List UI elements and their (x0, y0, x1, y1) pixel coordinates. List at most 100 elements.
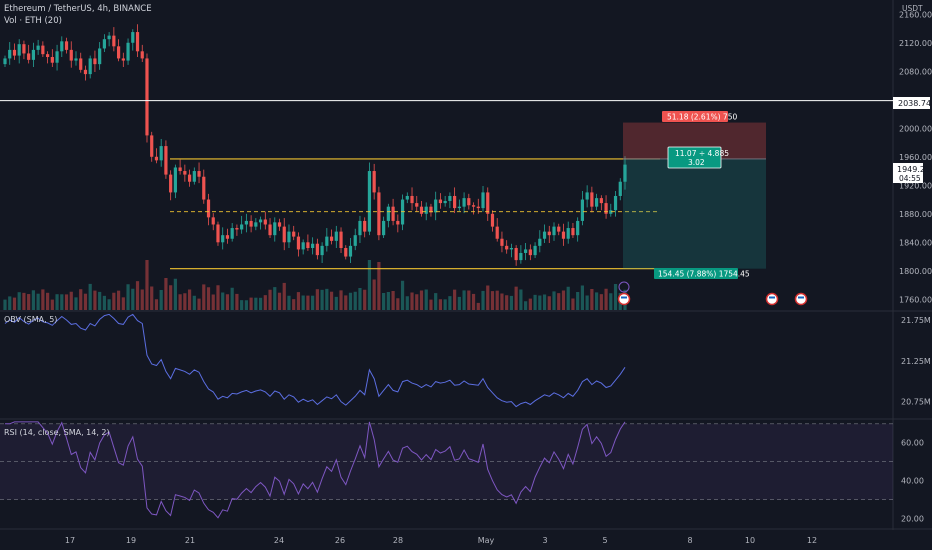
candle-body[interactable] (183, 171, 187, 175)
candle-body[interactable] (45, 54, 50, 58)
candle-body[interactable] (169, 174, 173, 193)
candle-body[interactable] (514, 248, 518, 261)
candle-body[interactable] (415, 203, 419, 207)
candle-body[interactable] (358, 220, 362, 236)
candle-body[interactable] (27, 53, 31, 60)
candle-body[interactable] (580, 199, 585, 221)
candle-body[interactable] (216, 224, 220, 243)
candle-body[interactable] (107, 35, 111, 40)
candle-body[interactable] (121, 58, 125, 61)
candle-body[interactable] (329, 236, 334, 241)
candle-body[interactable] (8, 49, 12, 59)
earnings-icon[interactable] (618, 281, 630, 293)
candle-body[interactable] (467, 198, 471, 206)
candle-body[interactable] (225, 235, 230, 239)
candle-body[interactable] (249, 220, 253, 227)
candle-body[interactable] (235, 228, 239, 230)
candle-body[interactable] (353, 235, 357, 246)
candle-body[interactable] (301, 242, 305, 250)
economic-event-icon[interactable] (794, 292, 808, 306)
candle-body[interactable] (585, 192, 589, 200)
candle-body[interactable] (282, 226, 286, 243)
candle-body[interactable] (434, 199, 438, 213)
candle-body[interactable] (367, 171, 372, 232)
candle-body[interactable] (254, 222, 258, 227)
candle-body[interactable] (448, 195, 452, 201)
candle-body[interactable] (50, 57, 54, 63)
candle-body[interactable] (334, 231, 338, 241)
economic-event-icon[interactable] (765, 292, 779, 306)
candle-body[interactable] (533, 245, 537, 256)
candle-body[interactable] (424, 206, 428, 214)
candle-body[interactable] (79, 58, 83, 70)
candle-body[interactable] (140, 51, 144, 59)
candle-body[interactable] (419, 206, 424, 214)
candle-body[interactable] (93, 58, 97, 65)
candle-body[interactable] (22, 44, 26, 54)
price-levels[interactable] (0, 100, 893, 270)
candle-body[interactable] (202, 176, 206, 200)
candle-body[interactable] (462, 198, 466, 207)
candle-body[interactable] (377, 192, 381, 236)
candle-body[interactable] (88, 58, 92, 75)
candle-body[interactable] (528, 249, 532, 256)
candle-body[interactable] (320, 245, 324, 256)
candle-body[interactable] (145, 58, 149, 136)
candle-body[interactable] (64, 41, 69, 50)
risk-reward-box[interactable] (667, 146, 722, 169)
candle-body[interactable] (126, 42, 130, 61)
candle-body[interactable] (206, 199, 211, 218)
candle-body[interactable] (410, 195, 414, 204)
candle-body[interactable] (258, 219, 263, 223)
candle-body[interactable] (429, 206, 433, 213)
candle-body[interactable] (595, 198, 599, 207)
candle-body[interactable] (3, 58, 7, 65)
candle-body[interactable] (490, 213, 495, 227)
candle-body[interactable] (69, 49, 73, 61)
candle-body[interactable] (112, 35, 116, 47)
position-tool[interactable] (623, 122, 766, 269)
symbol-title[interactable]: Ethereum / TetherUS, 4h, BINANCE (4, 4, 152, 14)
candle-body[interactable] (221, 235, 225, 243)
candle-body[interactable] (505, 245, 509, 250)
candle-body[interactable] (618, 181, 622, 196)
candle-body[interactable] (187, 174, 192, 182)
candle-body[interactable] (325, 236, 329, 246)
candle-body[interactable] (609, 210, 613, 214)
target-zone[interactable] (623, 158, 766, 269)
candle-body[interactable] (17, 44, 21, 56)
candle-body[interactable] (571, 228, 575, 236)
candle-body[interactable] (154, 156, 159, 161)
candle-body[interactable] (486, 192, 490, 214)
candle-body[interactable] (623, 164, 627, 182)
candle-body[interactable] (471, 205, 476, 207)
volume-indicator-title[interactable]: Vol · ETH (20) (4, 16, 62, 26)
candle-body[interactable] (372, 171, 376, 193)
candle-body[interactable] (557, 226, 561, 232)
candle-body[interactable] (311, 243, 315, 248)
candle-body[interactable] (566, 228, 570, 239)
candle-body[interactable] (348, 245, 353, 257)
candle-body[interactable] (102, 39, 106, 49)
candle-body[interactable] (552, 226, 556, 236)
candle-body[interactable] (576, 220, 580, 236)
candle-body[interactable] (164, 146, 168, 175)
candle-body[interactable] (443, 200, 447, 204)
candle-body[interactable] (481, 192, 485, 209)
candle-body[interactable] (131, 32, 135, 43)
time-axis[interactable]: 17 19 21 24 26 28 May 3 5 8 10 12 (65, 536, 817, 545)
candle-body[interactable] (524, 249, 528, 253)
candle-body[interactable] (211, 217, 215, 225)
candle-body[interactable] (604, 203, 608, 214)
candle-body[interactable] (396, 220, 400, 225)
candle-body[interactable] (457, 206, 461, 209)
candle-body[interactable] (150, 135, 154, 157)
candle-body[interactable] (268, 224, 272, 236)
candle-body[interactable] (561, 231, 566, 239)
candle-body[interactable] (500, 238, 504, 246)
event-markers[interactable] (617, 281, 808, 306)
candle-body[interactable] (547, 231, 551, 236)
candle-body[interactable] (315, 243, 319, 256)
obv-title[interactable]: OBV (SMA, 5) (4, 315, 57, 324)
